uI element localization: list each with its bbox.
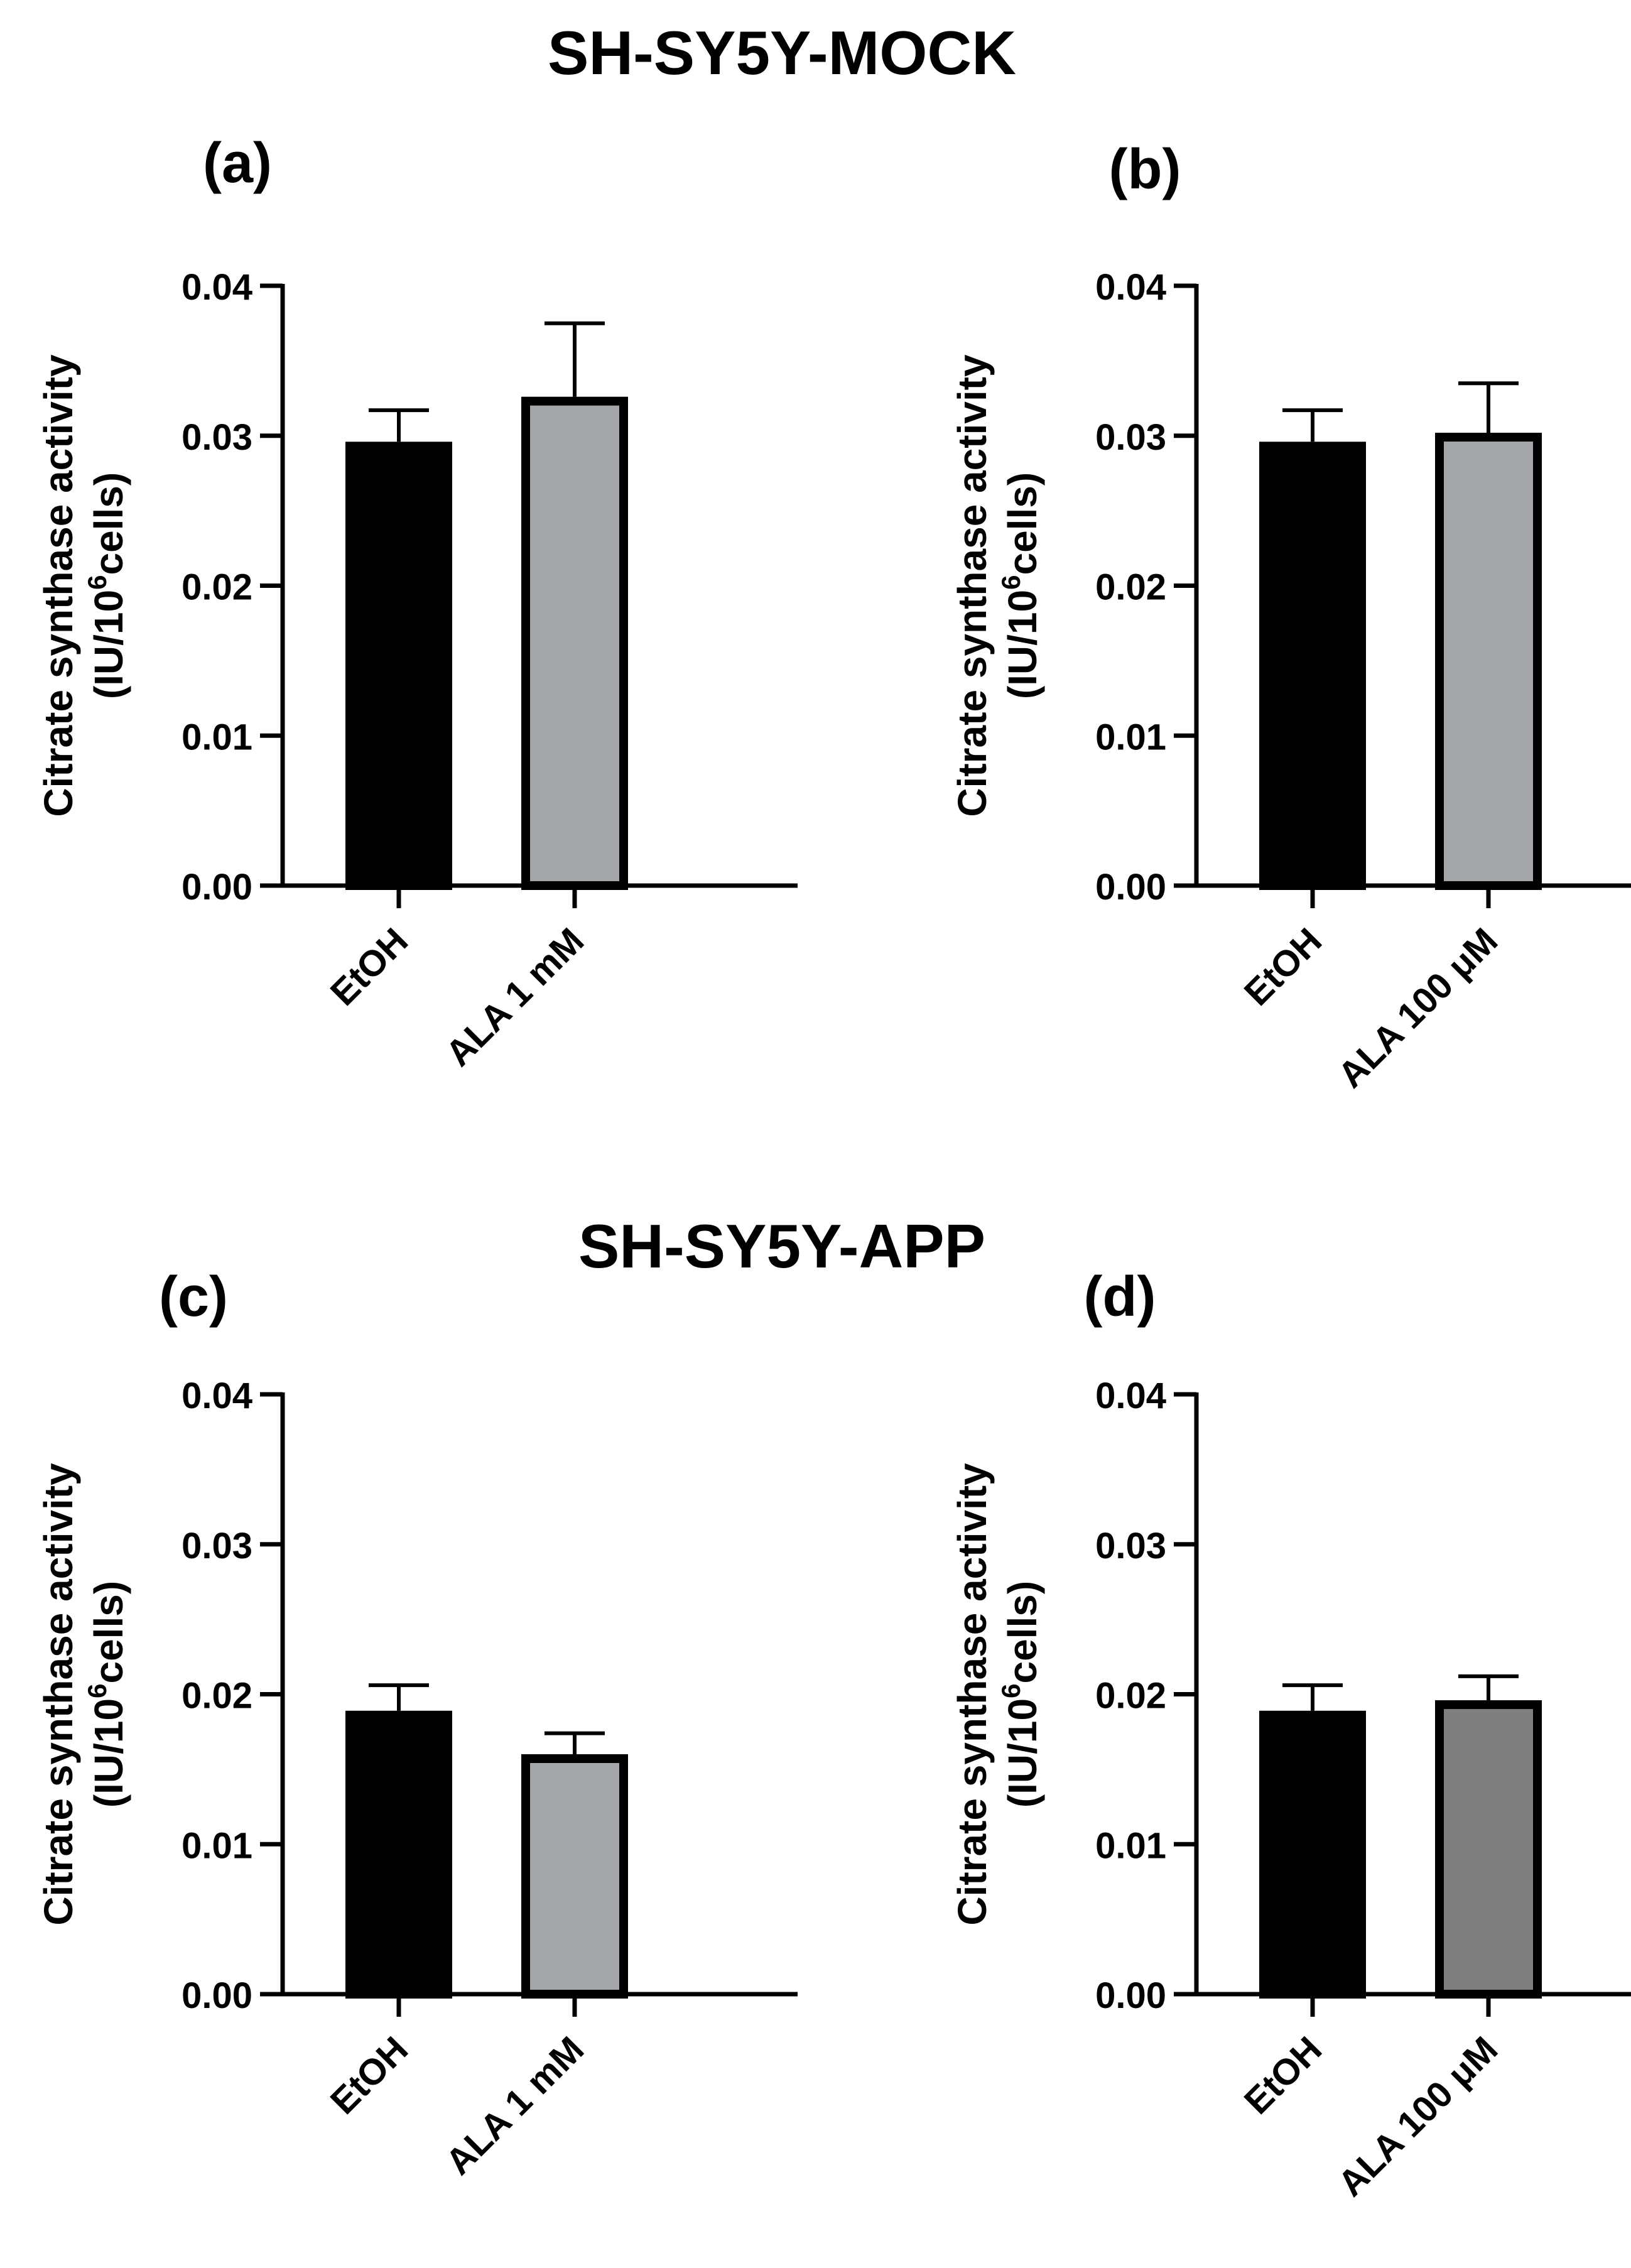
y-tick-label: 0.00 bbox=[1095, 1975, 1166, 2016]
bar bbox=[345, 1710, 452, 1999]
y-axis-label-unit-end: cells) bbox=[86, 1581, 131, 1684]
panel-b: (b) 0.00 0.01 0.02 0.03 0.04 EtOH ALA 100 μM Cit… bbox=[950, 138, 1631, 1095]
y-tick-label: 0.02 bbox=[1095, 1676, 1166, 1717]
y-tick-label: 0.00 bbox=[182, 867, 252, 908]
bar bbox=[521, 396, 628, 890]
y-tick-label: 0.01 bbox=[1095, 717, 1166, 757]
y-axis-label-line2: (IU/106cells) bbox=[82, 1581, 131, 1808]
x-tick-label: ALA 100 μM bbox=[1330, 920, 1505, 1095]
y-tick-label: 0.01 bbox=[1095, 1825, 1166, 1866]
y-axis-label-unit: (IU/10 bbox=[86, 590, 131, 699]
y-axis-label-exponent: 6 bbox=[996, 575, 1026, 590]
y-axis-label-line1: Citrate synthase activity bbox=[36, 1463, 81, 1926]
bar bbox=[1259, 1710, 1366, 1999]
panel-label: (c) bbox=[159, 1266, 228, 1328]
y-tick-label: 0.02 bbox=[182, 1676, 252, 1717]
y-axis-label-line2: (IU/106cells) bbox=[996, 472, 1045, 699]
y-axis-label-unit-end: cells) bbox=[86, 472, 131, 575]
y-tick-label: 0.04 bbox=[182, 267, 252, 308]
y-axis-label-line1: Citrate synthase activity bbox=[950, 354, 995, 817]
y-tick-label: 0.03 bbox=[1095, 417, 1166, 458]
x-tick-label: ALA 1 mM bbox=[438, 920, 592, 1074]
y-tick-label: 0.03 bbox=[1095, 1526, 1166, 1566]
y-tick-label: 0.04 bbox=[1095, 267, 1166, 308]
panel-d: (d) 0.00 0.01 0.02 0.03 0.04 EtOH ALA 100 μM Cit… bbox=[950, 1266, 1631, 2204]
y-axis-label-unit: (IU/10 bbox=[86, 1698, 131, 1808]
bar bbox=[345, 442, 452, 890]
y-axis-label-unit-end: cells) bbox=[1000, 1581, 1045, 1684]
y-axis-label-unit: (IU/10 bbox=[1000, 590, 1045, 699]
panel-c: (c) 0.00 0.01 0.02 0.03 0.04 EtOH ALA 1 mM Citra… bbox=[36, 1266, 798, 2183]
bar bbox=[1435, 432, 1542, 890]
panel-a: (a) 0.00 0.01 0.02 0.03 0.04 EtOH ALA 1 mM Citra… bbox=[36, 132, 798, 1074]
y-axis-label-unit-end: cells) bbox=[1000, 472, 1045, 575]
section-title-app: SH-SY5Y-APP bbox=[578, 1212, 985, 1281]
x-tick-label: ALA 1 mM bbox=[438, 2029, 592, 2183]
y-tick-label: 0.04 bbox=[1095, 1375, 1166, 1416]
y-tick-label: 0.00 bbox=[182, 1975, 252, 2016]
y-tick-label: 0.03 bbox=[182, 1526, 252, 1566]
panel-label: (b) bbox=[1109, 138, 1181, 201]
y-axis-label-line1: Citrate synthase activity bbox=[950, 1463, 995, 1926]
y-tick-label: 0.01 bbox=[182, 1825, 252, 1866]
y-axis-label-line1: Citrate synthase activity bbox=[36, 354, 81, 817]
y-tick-label: 0.03 bbox=[182, 417, 252, 458]
y-axis-label-unit: (IU/10 bbox=[1000, 1698, 1045, 1808]
section-title-mock: SH-SY5Y-MOCK bbox=[548, 18, 1016, 87]
y-axis-label-line2: (IU/106cells) bbox=[996, 1581, 1045, 1808]
panel-label: (a) bbox=[203, 132, 272, 195]
panel-label: (d) bbox=[1084, 1266, 1156, 1328]
y-tick-label: 0.00 bbox=[1095, 867, 1166, 908]
y-axis-label-line2: (IU/106cells) bbox=[82, 472, 131, 699]
bar bbox=[1259, 442, 1366, 890]
y-tick-label: 0.01 bbox=[182, 717, 252, 757]
y-axis-label-exponent: 6 bbox=[82, 1684, 112, 1698]
y-tick-label: 0.02 bbox=[182, 567, 252, 608]
bar bbox=[521, 1754, 628, 1999]
x-tick-label: EtOH bbox=[323, 920, 416, 1013]
x-tick-label: EtOH bbox=[1237, 920, 1330, 1013]
x-tick-label: ALA 100 μM bbox=[1330, 2029, 1505, 2204]
x-tick-label: EtOH bbox=[1237, 2029, 1330, 2122]
y-tick-label: 0.02 bbox=[1095, 567, 1166, 608]
y-tick-label: 0.04 bbox=[182, 1375, 252, 1416]
x-tick-label: EtOH bbox=[323, 2029, 416, 2122]
y-axis-label-exponent: 6 bbox=[82, 575, 112, 590]
y-axis-label-exponent: 6 bbox=[996, 1684, 1026, 1698]
bar bbox=[1435, 1700, 1542, 1999]
